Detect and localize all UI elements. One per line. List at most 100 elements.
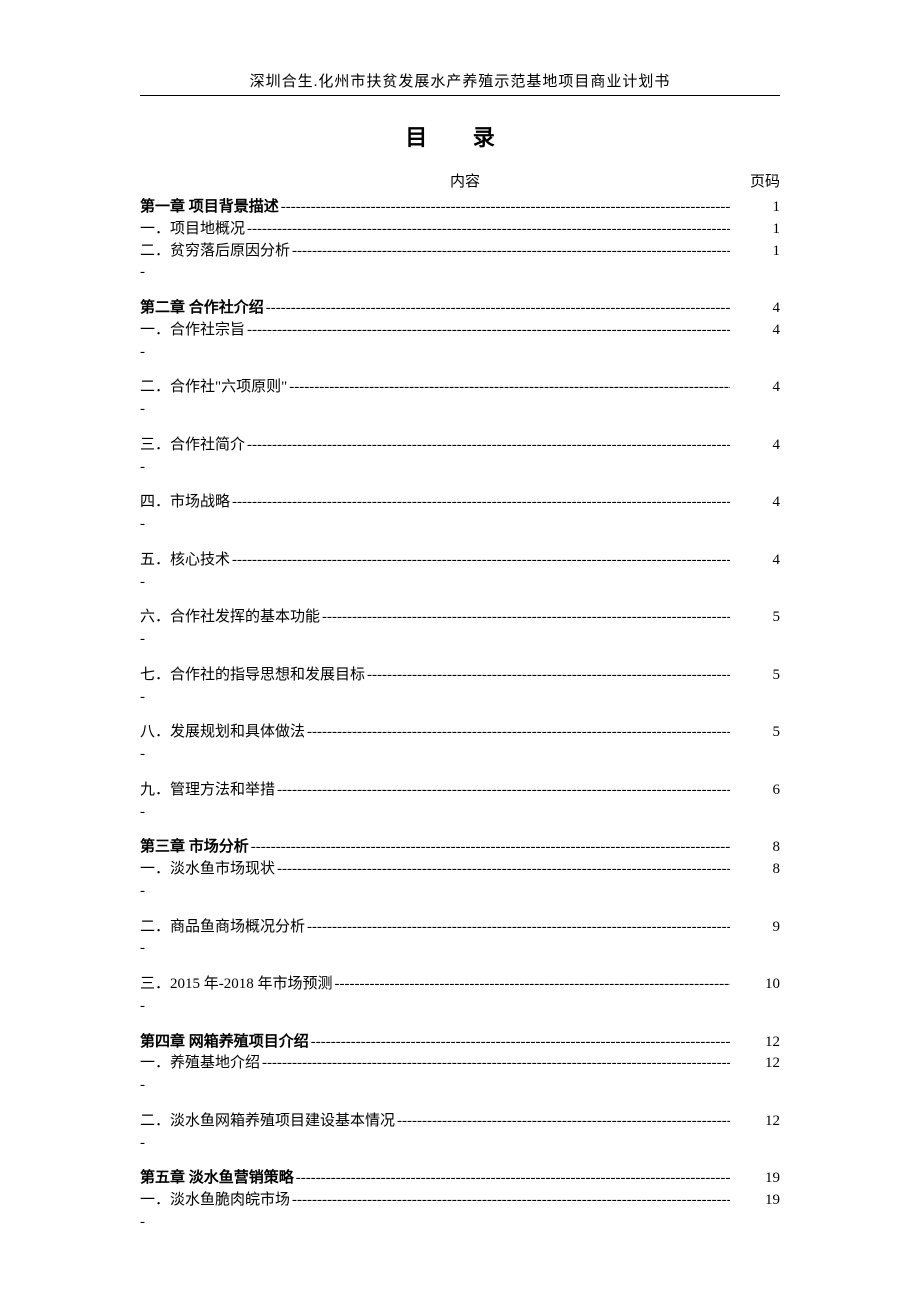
toc-leader-dashes: ----------------------------------------… <box>279 197 730 219</box>
toc-entry: 二．合作社"六项原则"-----------------------------… <box>140 377 780 399</box>
toc-gap <box>140 766 780 780</box>
toc-trailing-dash: - <box>140 342 780 364</box>
toc-entry-page: 12 <box>730 1032 780 1054</box>
toc-trailing-dash: - <box>140 1075 780 1097</box>
toc-entry: 五．核心技术----------------------------------… <box>140 550 780 572</box>
toc-gap <box>140 1097 780 1111</box>
toc-entry: 一．淡水鱼脆肉皖市场------------------------------… <box>140 1190 780 1212</box>
toc-entry: 一．合作社宗旨---------------------------------… <box>140 320 780 342</box>
toc-gap <box>140 708 780 722</box>
toc-entry-page: 4 <box>730 377 780 399</box>
toc-entry-page: 12 <box>730 1111 780 1133</box>
toc-leader-dashes: ----------------------------------------… <box>395 1111 730 1133</box>
toc-entry-page: 1 <box>730 197 780 219</box>
toc-entry-page: 5 <box>730 665 780 687</box>
page: 深圳合生.化州市扶贫发展水产养殖示范基地项目商业计划书 目 录 内容 页码 第一… <box>0 0 920 1302</box>
column-header-page: 页码 <box>730 170 780 191</box>
toc-entry-label: 三．合作社简介 <box>140 435 245 457</box>
toc-gap <box>140 363 780 377</box>
toc-entry-page: 4 <box>730 435 780 457</box>
toc-entry-page: 1 <box>730 241 780 263</box>
toc-entry: 九．管理方法和举措-------------------------------… <box>140 780 780 802</box>
toc-leader-dashes: ----------------------------------------… <box>290 241 730 263</box>
toc-leader-dashes: ----------------------------------------… <box>249 837 730 859</box>
toc-entry-label: 一．淡水鱼脆肉皖市场 <box>140 1190 290 1212</box>
toc-entry-label: 二．商品鱼商场概况分析 <box>140 917 305 939</box>
toc-gap <box>140 478 780 492</box>
toc-gap <box>140 1018 780 1032</box>
toc-entry-page: 5 <box>730 722 780 744</box>
toc-leader-dashes: ----------------------------------------… <box>305 722 730 744</box>
toc-leader-dashes: ----------------------------------------… <box>230 550 730 572</box>
toc-entry-page: 5 <box>730 607 780 629</box>
toc-column-headers: 内容 页码 <box>140 170 780 191</box>
toc-leader-dashes: ----------------------------------------… <box>245 320 730 342</box>
toc-entry: 三．2015 年-2018 年市场预测---------------------… <box>140 974 780 996</box>
toc-entry-page: 4 <box>730 492 780 514</box>
toc-entry-page: 6 <box>730 780 780 802</box>
toc-entry-page: 8 <box>730 859 780 881</box>
toc-entry-page: 19 <box>730 1168 780 1190</box>
toc-trailing-dash: - <box>140 996 780 1018</box>
toc-gap <box>140 960 780 974</box>
toc-entry: 七．合作社的指导思想和发展目标-------------------------… <box>140 665 780 687</box>
toc-entry-page: 10 <box>730 974 780 996</box>
toc-leader-dashes: ----------------------------------------… <box>230 492 730 514</box>
toc-entry-label: 六．合作社发挥的基本功能 <box>140 607 320 629</box>
toc-trailing-dash: - <box>140 457 780 479</box>
toc-entry-label: 一．淡水鱼市场现状 <box>140 859 275 881</box>
toc-leader-dashes: ----------------------------------------… <box>365 665 730 687</box>
toc-entry: 二．贫穷落后原因分析------------------------------… <box>140 241 780 263</box>
toc-entry-label: 一．养殖基地介绍 <box>140 1053 260 1075</box>
toc-entry-label: 一．合作社宗旨 <box>140 320 245 342</box>
toc-entry: 六．合作社发挥的基本功能----------------------------… <box>140 607 780 629</box>
toc-leader-dashes: ----------------------------------------… <box>264 298 730 320</box>
toc-trailing-dash: - <box>140 1133 780 1155</box>
toc-leader-dashes: ----------------------------------------… <box>333 974 731 996</box>
toc-entry: 四．市场战略----------------------------------… <box>140 492 780 514</box>
toc-entry: 第四章 网箱养殖项目介绍----------------------------… <box>140 1032 780 1054</box>
toc-leader-dashes: ----------------------------------------… <box>275 780 730 802</box>
header-rule <box>140 95 780 96</box>
toc-entry-page: 4 <box>730 298 780 320</box>
toc-entry-label: 八．发展规划和具体做法 <box>140 722 305 744</box>
toc-entry-label: 第五章 淡水鱼营销策略 <box>140 1168 294 1190</box>
toc-entry: 第一章 项目背景描述------------------------------… <box>140 197 780 219</box>
toc-entry-label: 第一章 项目背景描述 <box>140 197 279 219</box>
toc-entry-page: 8 <box>730 837 780 859</box>
toc-gap <box>140 903 780 917</box>
toc-entry-label: 二．贫穷落后原因分析 <box>140 241 290 263</box>
toc-trailing-dash: - <box>140 514 780 536</box>
toc-entry-page: 1 <box>730 219 780 241</box>
document-header-title: 深圳合生.化州市扶贫发展水产养殖示范基地项目商业计划书 <box>140 70 780 91</box>
toc-entry: 第三章 市场分析--------------------------------… <box>140 837 780 859</box>
toc-trailing-dash: - <box>140 399 780 421</box>
toc-entry: 二．商品鱼商场概况分析-----------------------------… <box>140 917 780 939</box>
toc-entry: 一．养殖基地介绍--------------------------------… <box>140 1053 780 1075</box>
toc-leader-dashes: ----------------------------------------… <box>245 219 730 241</box>
toc-leader-dashes: ----------------------------------------… <box>320 607 730 629</box>
toc-trailing-dash: - <box>140 687 780 709</box>
toc-entry: 二．淡水鱼网箱养殖项目建设基本情况-----------------------… <box>140 1111 780 1133</box>
toc-trailing-dash: - <box>140 262 780 284</box>
toc-leader-dashes: ----------------------------------------… <box>260 1053 730 1075</box>
toc-trailing-dash: - <box>140 744 780 766</box>
toc-gap <box>140 421 780 435</box>
toc-leader-dashes: ----------------------------------------… <box>309 1032 730 1054</box>
toc-gap <box>140 593 780 607</box>
toc-leader-dashes: ----------------------------------------… <box>275 859 730 881</box>
toc-trailing-dash: - <box>140 629 780 651</box>
toc-entry-label: 第三章 市场分析 <box>140 837 249 859</box>
toc-body: 第一章 项目背景描述------------------------------… <box>140 197 780 1234</box>
toc-gap <box>140 284 780 298</box>
toc-entry: 三．合作社简介---------------------------------… <box>140 435 780 457</box>
toc-entry-label: 五．核心技术 <box>140 550 230 572</box>
toc-entry-label: 三．2015 年-2018 年市场预测 <box>140 974 333 996</box>
toc-entry: 一．项目地概况---------------------------------… <box>140 219 780 241</box>
toc-entry: 八．发展规划和具体做法-----------------------------… <box>140 722 780 744</box>
toc-gap <box>140 651 780 665</box>
toc-trailing-dash: - <box>140 1212 780 1234</box>
toc-entry-label: 第二章 合作社介绍 <box>140 298 264 320</box>
toc-entry-label: 第四章 网箱养殖项目介绍 <box>140 1032 309 1054</box>
toc-entry-page: 19 <box>730 1190 780 1212</box>
